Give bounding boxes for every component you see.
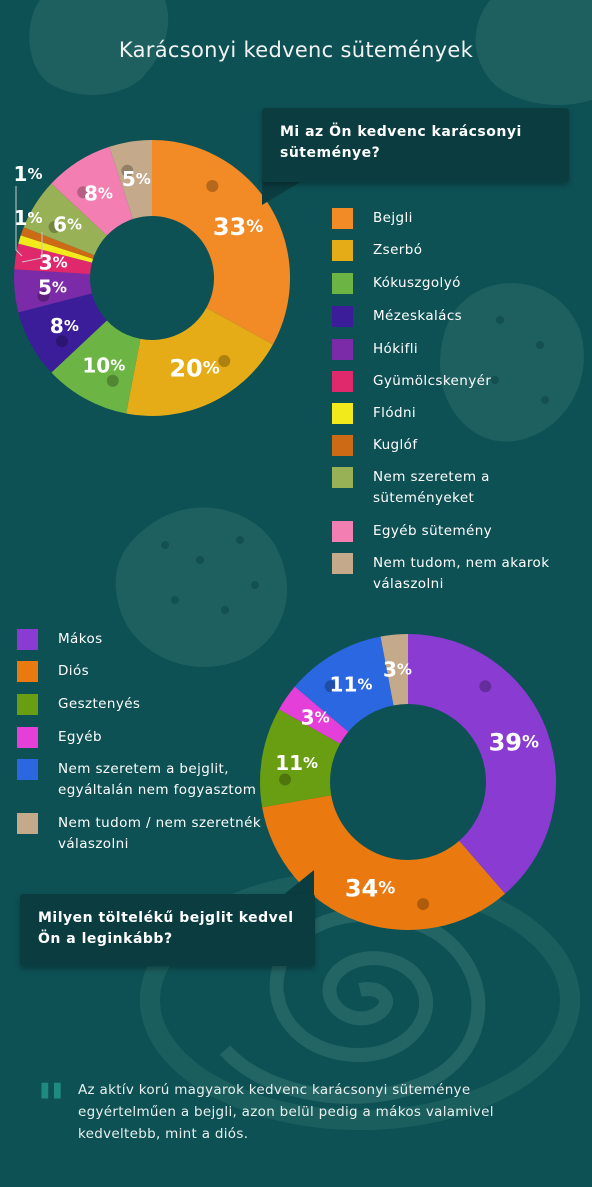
chart1-legend-label: Nem szeretem a süteményeket — [373, 469, 490, 506]
chart1-data-label-1: 20% — [169, 354, 219, 382]
chart2-data-label-4: 11% — [330, 672, 373, 696]
chart1-slice-2 — [51, 320, 141, 414]
chart1-legend-label: Flódni — [373, 405, 417, 421]
chart2-slice-2-decor-dot — [279, 773, 292, 786]
chart2-legend-swatch — [17, 694, 38, 715]
donut-chart-favorite-cake: 33%20%10%8%5%3%1%1%6%8%5% — [13, 140, 300, 416]
chart2-data-label-3: 3% — [301, 706, 330, 730]
chart2-slice-0-decor-dot — [479, 680, 492, 693]
chart1-slice-0 — [152, 140, 290, 345]
chart2-legend-swatch — [17, 661, 38, 682]
chart1-slice-7 — [20, 227, 95, 259]
chart2-data-label-0: 39% — [489, 728, 539, 756]
chart1-legend-label: Nem tudom, nem akarok válaszolni — [373, 555, 550, 592]
chart2-legend-label: Diós — [58, 663, 90, 679]
chart1-legend-label: Kókuszgolyó — [373, 275, 461, 291]
chart1-slice-4-decor-dot — [37, 289, 50, 302]
page-title: Karácsonyi kedvenc sütemények — [118, 38, 474, 62]
question-bubble-favorite-cake: Mi az Ön kedvenc karácsonyi süteménye? — [262, 108, 569, 182]
question-bubble-bejgli-filling: Milyen töltelékű bejglit kedvel Ön a leg… — [20, 894, 315, 966]
chart2-legend-swatch — [17, 813, 38, 834]
chart1-slice-8 — [23, 183, 107, 256]
chart1-slice-9 — [51, 146, 133, 236]
chart2-slice-4 — [294, 636, 394, 732]
chart1-legend-swatch — [332, 339, 353, 360]
chart1-legend-swatch — [332, 306, 353, 327]
chart1-legend-swatch — [332, 435, 353, 456]
chart1-slice-8-decor-dot — [48, 220, 61, 233]
chart2-data-label-5: 3% — [383, 657, 412, 681]
chart1-slice-4 — [13, 269, 92, 313]
chart1-legend-swatch — [332, 553, 353, 574]
chart2-slice-1 — [262, 795, 506, 931]
chart1-title: Mi az Ön kedvenc karácsonyi süteménye? — [280, 124, 522, 161]
chart1-data-label-8: 6% — [53, 212, 82, 236]
chart1-legend-swatch — [332, 240, 353, 261]
chart1-slice-5 — [14, 243, 92, 275]
chart1-data-label-2: 10% — [82, 354, 125, 378]
chart1-data-label-0: 33% — [213, 213, 263, 241]
chart1-legend-label: Mézeskalács — [373, 308, 463, 324]
chart1-data-label-10: 5% — [122, 167, 151, 191]
chart2-legend-label: Gesztenyés — [58, 696, 141, 712]
chart1-data-label-9: 8% — [84, 182, 113, 206]
chart2-slice-2 — [260, 709, 341, 808]
chart1-legend-label: Hókifli — [373, 341, 419, 357]
chart2-data-label-2: 11% — [275, 751, 318, 775]
chart2-title: Milyen töltelékű bejglit kedvel Ön a leg… — [38, 910, 294, 947]
chart1-leader-line-kuglof — [15, 186, 23, 257]
chart1-slice-10-decor-dot — [121, 164, 134, 177]
chart2-legend-label: Nem tudom / nem szeretnék válaszolni — [58, 815, 262, 852]
chart2-legend-label: Nem szeretem a bejglit, egyáltalán nem f… — [58, 761, 257, 798]
chart1-data-label-3: 8% — [50, 314, 79, 338]
chart2-slice-0 — [408, 634, 557, 894]
chart1-slice-10 — [109, 140, 152, 220]
chart1-legend-label: Zserbó — [373, 242, 423, 258]
chart1-leader-line-flodni — [21, 232, 43, 263]
chart1-data-label-7: 1% — [14, 162, 43, 186]
chart2-legend-label: Egyéb — [58, 729, 102, 745]
chart2-slice-5 — [380, 634, 408, 706]
chart1-legend-label: Kuglóf — [373, 437, 418, 453]
chart1-slice-1-decor-dot — [218, 354, 231, 367]
chart2-legend-swatch — [17, 727, 38, 748]
chart1-legend-swatch — [332, 273, 353, 294]
chart1-legend-swatch — [332, 371, 353, 392]
chart1-data-label-4: 5% — [38, 275, 67, 299]
chart1-legend-swatch — [332, 208, 353, 229]
chart1-slice-3-decor-dot — [56, 335, 69, 348]
chart1-slice-1 — [126, 307, 273, 416]
chart1-slice-0-decor-dot — [206, 180, 219, 193]
conclusion-quote: Az aktív korú magyarok kedvenc karácsony… — [78, 1082, 494, 1142]
chart2-legend-swatch — [17, 629, 38, 650]
chart2-slice-3 — [279, 686, 349, 744]
chart2-legend-swatch — [17, 759, 38, 780]
chart2-slice-4-decor-dot — [324, 680, 337, 693]
chart2-slice-1-decor-dot — [417, 898, 430, 911]
chart1-legend-swatch — [332, 403, 353, 424]
chart1-legend-label: Gyümölcskenyér — [373, 373, 492, 389]
quote-mark-icon: " — [36, 1071, 67, 1139]
chart2-data-label-1: 34% — [345, 874, 395, 902]
chart1-legend-swatch — [332, 521, 353, 542]
chart1-legend-swatch — [332, 467, 353, 488]
chart1-slice-2-decor-dot — [106, 374, 119, 387]
chart1-slice-6 — [18, 235, 94, 263]
chart1-slice-9-decor-dot — [77, 186, 90, 199]
chart1-legend-label: Egyéb sütemény — [373, 523, 493, 539]
chart2-legend-label: Mákos — [58, 631, 103, 647]
chart1-legend-label: Bejgli — [373, 210, 413, 226]
chart1-data-label-6: 1% — [14, 206, 43, 230]
chart1-slice-3 — [18, 293, 107, 373]
